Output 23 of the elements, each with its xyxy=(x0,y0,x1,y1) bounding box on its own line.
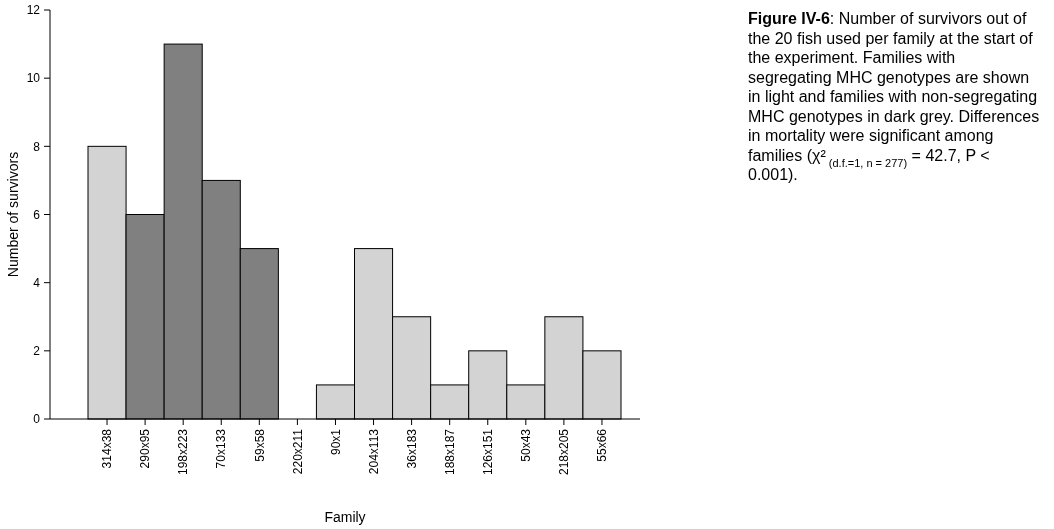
x-tick-label: 220x211 xyxy=(290,428,305,475)
x-tick-label: 198x223 xyxy=(176,428,191,476)
x-axis-title: Family xyxy=(324,509,366,525)
y-tick-label: 2 xyxy=(33,344,41,359)
y-tick-label: 4 xyxy=(33,275,41,290)
x-tick-label: 50x43 xyxy=(519,428,534,462)
x-tick-label: 59x58 xyxy=(252,428,267,462)
x-tick-label: 90x1 xyxy=(328,428,343,456)
x-tick-label: 290x95 xyxy=(138,428,153,469)
x-tick-label: 55x66 xyxy=(595,428,610,462)
y-axis-title: Number of survivors xyxy=(5,151,21,278)
y-tick-label: 8 xyxy=(33,139,41,154)
x-tick-label: 126x151 xyxy=(480,428,495,476)
x-tick-label: 314x38 xyxy=(100,428,115,469)
y-tick-label: 10 xyxy=(26,71,41,86)
x-tick-label: 36x183 xyxy=(404,428,419,469)
y-tick-label: 6 xyxy=(33,207,41,222)
y-tick-label: 0 xyxy=(33,412,41,427)
x-tick-label: 188x187 xyxy=(442,428,457,476)
x-tick-label: 70x133 xyxy=(214,428,229,469)
y-tick-label: 12 xyxy=(26,3,41,18)
x-tick-label: 204x113 xyxy=(366,428,381,475)
x-tick-label: 218x205 xyxy=(557,428,572,476)
